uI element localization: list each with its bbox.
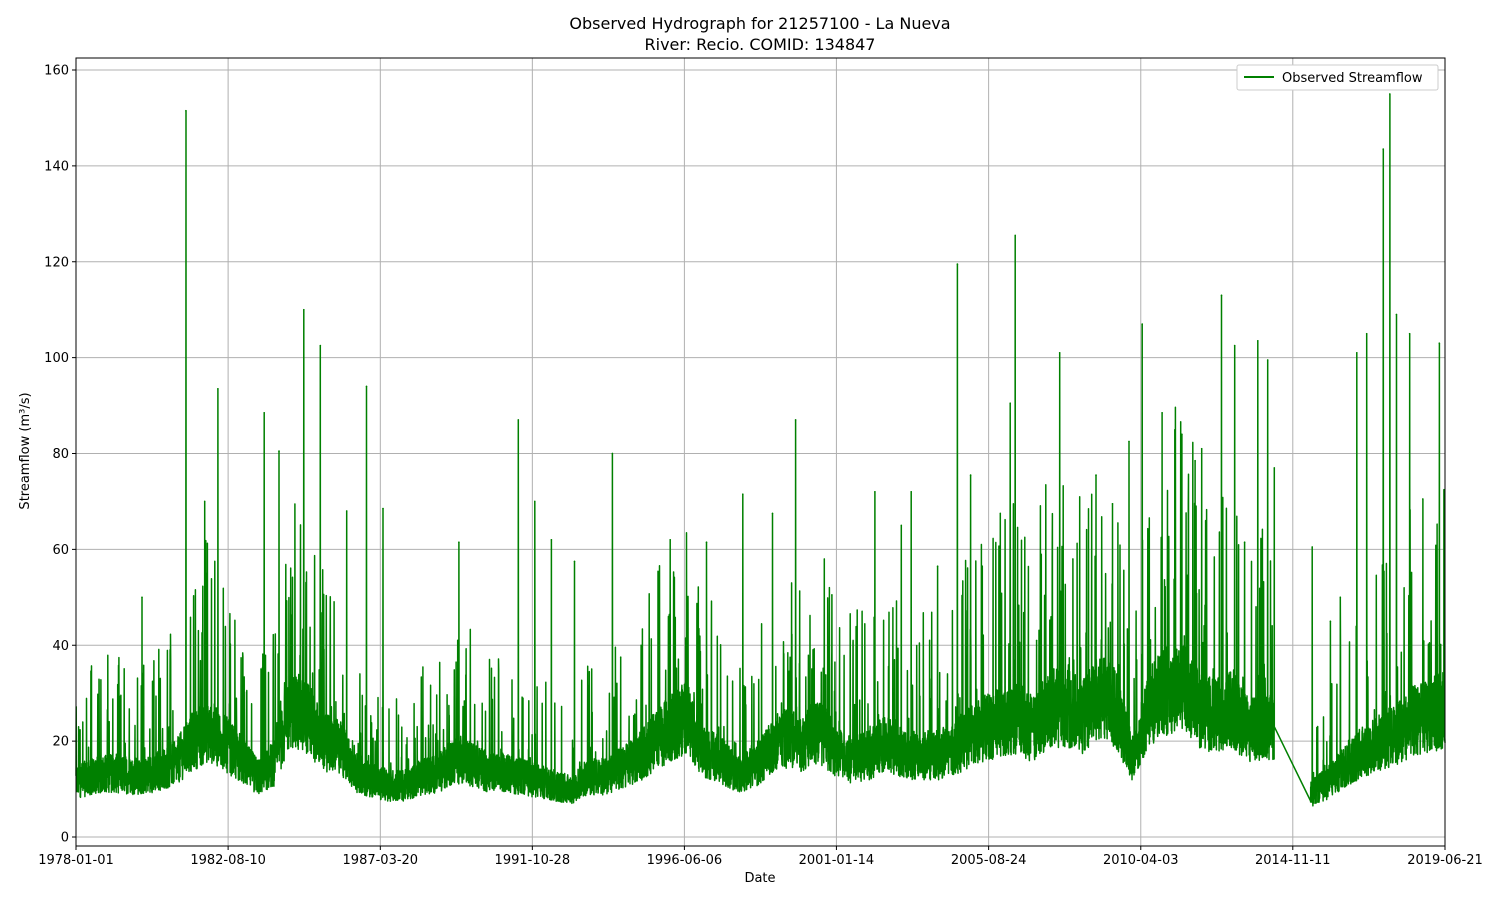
peak-point — [217, 388, 219, 390]
y-tick-label: 120 — [44, 255, 69, 270]
peak-point — [1395, 313, 1398, 316]
peak-point — [1194, 459, 1196, 462]
legend-label: Observed Streamflow — [1282, 71, 1423, 86]
chart-title-line1: Observed Hydrograph for 21257100 - La Nu… — [569, 14, 950, 33]
peak-point — [1128, 440, 1130, 443]
peak-point — [1356, 352, 1358, 354]
peak-point — [1072, 558, 1074, 560]
peak-point — [1273, 467, 1276, 469]
y-tick-label: 60 — [52, 543, 69, 558]
peak-point — [619, 656, 622, 658]
x-tick-label: 2001-01-14 — [799, 853, 875, 868]
x-tick-label: 1996-06-06 — [647, 853, 723, 868]
peak-point — [910, 491, 912, 493]
peak-point — [956, 263, 959, 265]
y-tick-label: 80 — [52, 447, 69, 462]
peak-point — [1408, 332, 1411, 335]
y-tick-label: 140 — [44, 159, 69, 174]
y-tick-label: 20 — [52, 735, 69, 750]
peak-point — [1233, 344, 1236, 347]
peak-point — [1141, 323, 1143, 325]
peak-point — [705, 541, 708, 543]
peak-point — [1422, 498, 1424, 500]
peak-point — [1243, 541, 1246, 543]
peak-point — [1220, 294, 1223, 297]
peak-point — [1339, 596, 1342, 599]
peak-point — [319, 344, 322, 347]
peak-point — [1035, 639, 1038, 642]
peak-point — [303, 308, 305, 311]
x-tick-label: 2014-11-11 — [1255, 853, 1331, 868]
peak-point — [1311, 546, 1313, 548]
peak-point — [1181, 433, 1183, 436]
peak-point — [1266, 359, 1269, 361]
peak-point — [1058, 352, 1061, 354]
peak-point — [1111, 503, 1114, 505]
peak-point — [550, 539, 553, 541]
x-tick-label: 2019-06-21 — [1407, 853, 1483, 868]
peak-point — [1161, 412, 1163, 414]
peak-point — [1014, 234, 1016, 237]
peak-point — [1438, 342, 1441, 345]
y-tick-label: 100 — [44, 351, 69, 366]
peak-point — [742, 493, 744, 496]
peak-point — [999, 512, 1002, 515]
peak-point — [345, 510, 348, 512]
plot-frame — [75, 57, 1446, 847]
peak-point — [365, 385, 368, 388]
peak-point — [203, 500, 206, 503]
x-axis-label: Date — [744, 871, 775, 886]
series-line-observed-streamflow — [75, 93, 1446, 807]
peak-point — [1382, 148, 1384, 150]
peak-point — [669, 539, 671, 541]
peak-point — [1095, 474, 1097, 476]
peak-point — [382, 507, 384, 510]
peak-point — [969, 474, 972, 476]
peak-point — [263, 412, 266, 414]
x-tick-label: 1982-08-10 — [190, 853, 266, 868]
x-tick-label: 1991-10-28 — [495, 853, 571, 868]
peak-point — [831, 594, 833, 596]
peak-point — [794, 419, 797, 421]
chart-title-line2: River: Recio. COMID: 134847 — [645, 35, 876, 54]
peak-point — [1257, 340, 1259, 342]
peak-point — [517, 419, 520, 421]
y-tick-label: 40 — [52, 639, 69, 654]
x-tick-label: 2005-08-24 — [951, 853, 1027, 868]
peak-point — [936, 565, 939, 567]
x-tick-label: 1987-03-20 — [343, 853, 419, 868]
peak-point — [1200, 447, 1203, 450]
peak-point — [1329, 620, 1332, 623]
peak-point — [534, 500, 536, 503]
x-axis-ticks: 1978-01-01 1982-08-10 1987-03-20 1991-10-28… — [38, 846, 1483, 868]
peak-point — [278, 450, 280, 452]
legend: Observed Streamflow — [1236, 64, 1439, 91]
peak-point — [771, 512, 774, 515]
y-tick-label: 0 — [61, 831, 69, 846]
y-tick-label: 160 — [44, 64, 69, 79]
x-tick-label: 1978-01-01 — [38, 853, 114, 868]
series-layer — [75, 93, 1446, 807]
y-axis-label: Streamflow (m³/s) — [18, 392, 33, 509]
peak-point — [141, 596, 143, 599]
peak-point — [1389, 93, 1391, 95]
y-axis-ticks: 0 20 40 60 80 100 120 140 160 — [44, 64, 76, 846]
legend-box — [1236, 64, 1439, 91]
peak-point — [900, 524, 903, 527]
peak-point — [185, 109, 187, 112]
peak-point — [1365, 332, 1368, 335]
peak-point — [611, 452, 614, 455]
peak-point — [1009, 402, 1011, 405]
x-tick-label: 2010-04-03 — [1103, 853, 1179, 868]
peak-point — [874, 491, 876, 493]
peak-point — [458, 541, 460, 543]
peak-point — [573, 560, 576, 563]
